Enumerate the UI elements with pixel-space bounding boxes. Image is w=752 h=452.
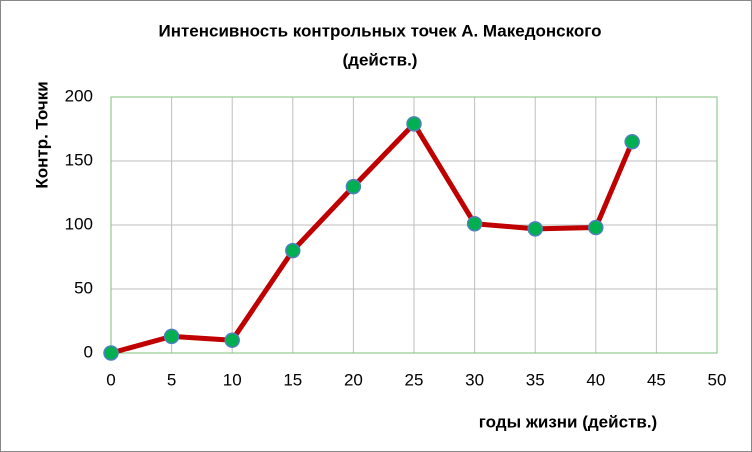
y-tick-label: 200 [65, 86, 93, 105]
data-point [527, 221, 543, 237]
y-axis-label: Контр. Точки [32, 81, 51, 188]
data-line [110, 121, 635, 356]
plot-border [110, 96, 718, 354]
data-point [345, 178, 362, 195]
y-tick-label: 0 [84, 342, 93, 361]
data-point [163, 328, 180, 345]
x-tick-label: 0 [106, 370, 115, 389]
x-tick-label: 15 [283, 370, 302, 389]
chart-title-line: Интенсивность контрольных точек А. Макед… [158, 21, 601, 40]
x-tick-label: 10 [223, 370, 242, 389]
x-tick-label: 45 [647, 370, 666, 389]
y-tick-label: 50 [74, 278, 93, 297]
x-tick-label: 20 [344, 370, 363, 389]
data-point [406, 116, 422, 132]
data-point [624, 134, 640, 150]
x-tick-label: 40 [586, 370, 605, 389]
y-tick-label: 100 [65, 214, 93, 233]
data-point [285, 242, 301, 259]
x-tick-label: 5 [167, 370, 176, 389]
data-point [103, 345, 119, 361]
data-point [224, 332, 240, 348]
x-tick-label: 35 [526, 370, 545, 389]
x-axis-label: годы жизни (действ.) [479, 412, 657, 431]
chart-title-line: (действ.) [343, 50, 418, 69]
x-tick-label: 30 [465, 370, 484, 389]
x-tick-label: 50 [708, 370, 727, 389]
data-point [588, 219, 604, 236]
data-point [466, 215, 483, 232]
x-tick-label: 25 [405, 370, 424, 389]
y-tick-label: 150 [65, 150, 93, 169]
